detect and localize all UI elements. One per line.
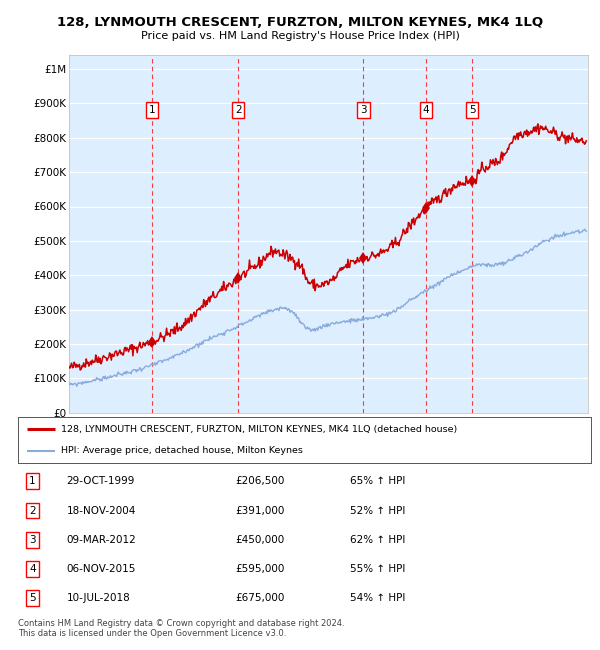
Text: Price paid vs. HM Land Registry's House Price Index (HPI): Price paid vs. HM Land Registry's House … xyxy=(140,31,460,41)
Text: 3: 3 xyxy=(360,105,367,115)
Text: 2: 2 xyxy=(235,105,242,115)
Text: 1: 1 xyxy=(148,105,155,115)
Text: Contains HM Land Registry data © Crown copyright and database right 2024.
This d: Contains HM Land Registry data © Crown c… xyxy=(18,619,344,638)
Text: 54% ↑ HPI: 54% ↑ HPI xyxy=(350,593,406,603)
Text: HPI: Average price, detached house, Milton Keynes: HPI: Average price, detached house, Milt… xyxy=(61,447,303,455)
Text: 52% ↑ HPI: 52% ↑ HPI xyxy=(350,506,406,515)
Text: 5: 5 xyxy=(29,593,35,603)
Text: 128, LYNMOUTH CRESCENT, FURZTON, MILTON KEYNES, MK4 1LQ (detached house): 128, LYNMOUTH CRESCENT, FURZTON, MILTON … xyxy=(61,425,457,434)
Text: 128, LYNMOUTH CRESCENT, FURZTON, MILTON KEYNES, MK4 1LQ: 128, LYNMOUTH CRESCENT, FURZTON, MILTON … xyxy=(57,16,543,29)
Text: 55% ↑ HPI: 55% ↑ HPI xyxy=(350,564,406,574)
Text: 18-NOV-2004: 18-NOV-2004 xyxy=(67,506,136,515)
Text: £206,500: £206,500 xyxy=(236,476,285,486)
Text: £391,000: £391,000 xyxy=(236,506,285,515)
Text: 65% ↑ HPI: 65% ↑ HPI xyxy=(350,476,406,486)
Text: 4: 4 xyxy=(29,564,35,574)
Text: 09-MAR-2012: 09-MAR-2012 xyxy=(67,535,136,545)
Text: £595,000: £595,000 xyxy=(236,564,285,574)
Text: 3: 3 xyxy=(29,535,35,545)
Text: 10-JUL-2018: 10-JUL-2018 xyxy=(67,593,130,603)
Text: £450,000: £450,000 xyxy=(236,535,285,545)
Text: 62% ↑ HPI: 62% ↑ HPI xyxy=(350,535,406,545)
Text: 4: 4 xyxy=(423,105,430,115)
Text: £675,000: £675,000 xyxy=(236,593,285,603)
Text: 1: 1 xyxy=(29,476,35,486)
Text: 2: 2 xyxy=(29,506,35,515)
Text: 5: 5 xyxy=(469,105,475,115)
Text: 29-OCT-1999: 29-OCT-1999 xyxy=(67,476,135,486)
Text: 06-NOV-2015: 06-NOV-2015 xyxy=(67,564,136,574)
